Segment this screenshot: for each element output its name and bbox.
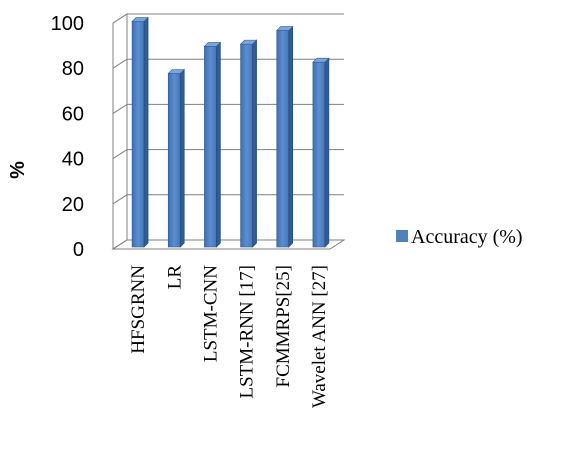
bar-top [312,57,330,63]
x-category-label: HFSGRNN [128,265,149,354]
side-wall [112,13,128,250]
y-tick-label: 100 [51,13,84,35]
bar-top [203,42,222,47]
bar [131,16,149,248]
bar-front [167,73,181,248]
bar-top [276,26,294,31]
bar-side [216,41,221,248]
gridline-side [112,149,128,160]
bar-front [204,46,217,248]
bar-side [288,25,294,248]
gridlines [112,13,344,250]
bar [312,57,330,248]
bar-side [324,57,330,248]
gridline-side [112,239,128,250]
legend-swatch [396,230,408,242]
bar-front [240,43,253,248]
bar [167,68,185,248]
y-tick-label: 0 [73,239,84,261]
gridline-side [112,103,128,114]
bar-top [131,17,149,22]
y-tick-label: 80 [62,58,84,80]
gridline-side [112,13,128,24]
bar-side [252,39,257,248]
x-category-label: LSTM-RNN [17] [237,265,258,399]
bars [131,16,330,248]
x-category-label: FCMMRPS[25] [273,265,294,388]
legend-label: Accuracy (%) [411,226,523,248]
bar [203,41,222,248]
bar-top [167,69,185,74]
x-axis-categories: HFSGRNN LR LSTM-CNN LSTM-RNN [17] FCMMRPS[25… [128,265,330,408]
y-tick-label: 60 [62,103,84,125]
y-axis-label: % [7,161,29,179]
bar-front [131,21,145,248]
gridline-side [112,194,128,205]
gridline-side [112,58,128,69]
x-category-label: Wavelet ANN [27] [309,265,330,408]
y-tick-label: 40 [62,149,84,171]
bar [276,25,294,248]
bar-top [239,39,258,45]
bar-front [276,30,290,248]
bar-front [312,61,326,248]
bar [239,39,258,248]
bar-side [143,16,149,248]
bar-side [179,68,185,248]
x-category-label: LSTM-CNN [200,265,221,362]
y-axis-ticks: 0 20 40 60 80 100 [51,13,84,261]
legend: Accuracy (%) [396,226,523,248]
x-category-label: LR [164,265,185,290]
y-tick-label: 20 [62,194,84,216]
